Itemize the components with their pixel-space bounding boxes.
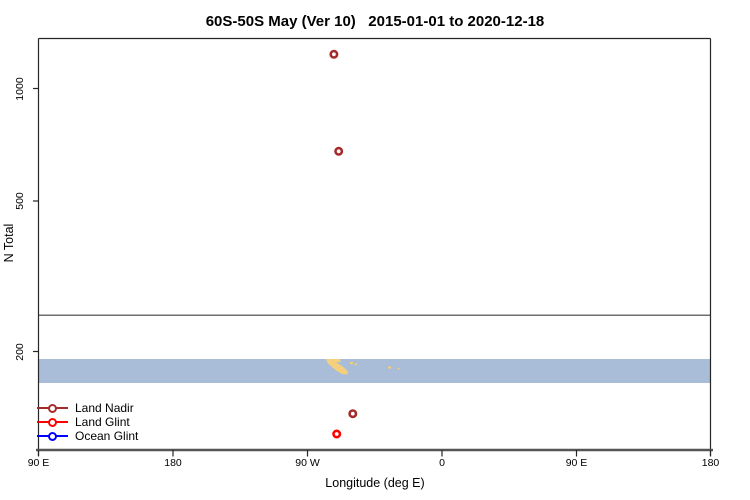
plot-frame [37, 37, 712, 456]
legend-item-land-glint: Land Glint [37, 415, 138, 429]
x-ticks [37, 450, 712, 457]
x-tick-label-90e-right: 90 E [565, 457, 588, 469]
y-ticks [33, 87, 39, 353]
legend-label: Land Nadir [75, 401, 134, 415]
legend: Land Nadir Land Glint Ocean Glint [37, 401, 138, 443]
data-point-land-glint [332, 429, 342, 439]
data-point-land-nadir [348, 409, 358, 419]
legend-label: Ocean Glint [75, 429, 139, 443]
map-land-islet [397, 368, 400, 370]
legend-label: Land Glint [75, 415, 130, 429]
x-tick-label-180-right: 180 [701, 457, 720, 469]
map-land-south-georgia [388, 366, 391, 369]
legend-item-land-nadir: Land Nadir [37, 401, 138, 415]
x-tick-label-90w: 90 W [295, 457, 320, 469]
land-nadir-marker-icon [37, 401, 68, 415]
data-point-land-nadir [329, 49, 339, 59]
map-land-falklands-east [354, 363, 357, 366]
map-strip-ocean [39, 359, 711, 383]
x-tick-label-0: 0 [439, 457, 445, 469]
x-tick-label-180-left: 180 [164, 457, 182, 469]
map-land-falklands [350, 362, 353, 364]
chart-title: 60S-50S May (Ver 10) 2015-01-01 to 2020-… [205, 13, 545, 30]
data-point-land-nadir [334, 146, 344, 156]
ocean-glint-marker-icon [37, 429, 68, 443]
map-land-patagonia [326, 359, 348, 375]
land-glint-marker-icon [37, 415, 68, 429]
map-strip-land-group [326, 359, 400, 375]
x-tick-label-90e-left: 90 E [27, 457, 50, 469]
data-points-layer [329, 49, 358, 439]
legend-item-ocean-glint: Ocean Glint [37, 429, 138, 443]
x-axis-label: Longitude (deg E) [325, 476, 425, 490]
